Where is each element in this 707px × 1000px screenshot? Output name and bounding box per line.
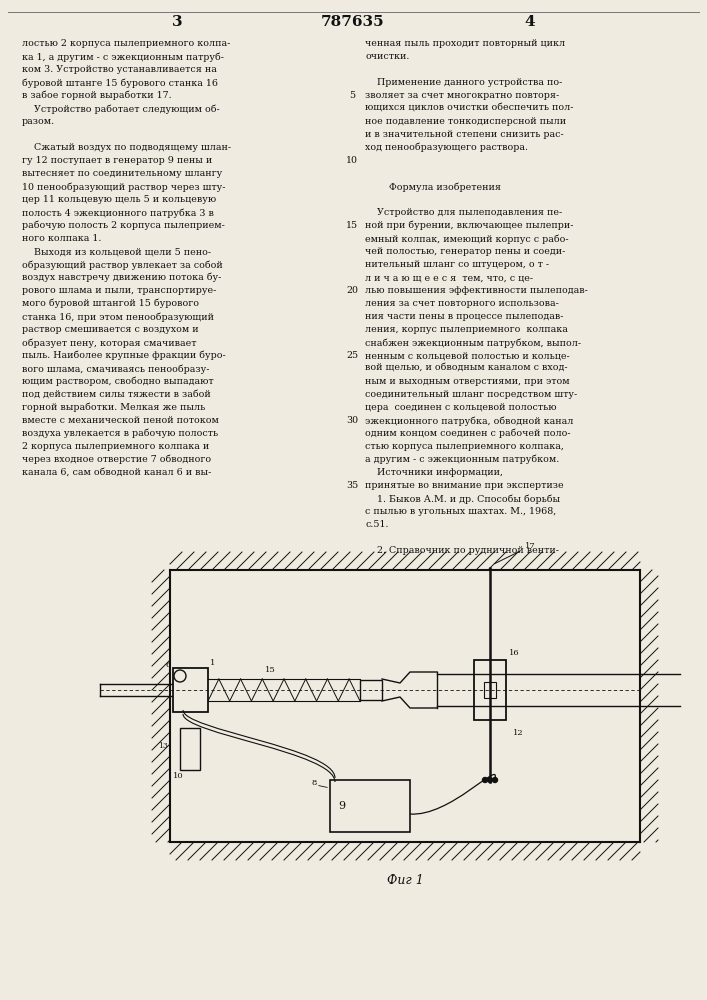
Text: очистки.: очистки. — [365, 52, 409, 61]
Text: 12: 12 — [513, 729, 523, 737]
Bar — [330, 780, 410, 832]
Text: 16: 16 — [509, 649, 520, 657]
Text: воздуха увлекается в рабочую полость: воздуха увлекается в рабочую полость — [22, 429, 218, 438]
Text: рабочую полость 2 корпуса пылеприем-: рабочую полость 2 корпуса пылеприем- — [22, 221, 225, 231]
Text: 10: 10 — [346, 156, 358, 165]
Text: 1. Быков А.М. и др. Способы борьбы: 1. Быков А.М. и др. Способы борьбы — [365, 494, 560, 504]
Text: Источники информации,: Источники информации, — [365, 468, 503, 477]
Text: 13: 13 — [158, 742, 168, 750]
Text: 1: 1 — [210, 659, 216, 667]
Text: гу 12 поступает в генератор 9 пены и: гу 12 поступает в генератор 9 пены и — [22, 156, 212, 165]
Text: в забое горной выработки 17.: в забое горной выработки 17. — [22, 91, 172, 101]
Text: нительный шланг со штуцером, о т -: нительный шланг со штуцером, о т - — [365, 260, 549, 269]
Text: раствор смешивается с воздухом и: раствор смешивается с воздухом и — [22, 325, 199, 334]
Text: разом.: разом. — [22, 117, 55, 126]
Text: образующий раствор увлекает за собой: образующий раствор увлекает за собой — [22, 260, 223, 269]
Text: цера  соединен с кольцевой полостью: цера соединен с кольцевой полостью — [365, 403, 556, 412]
Text: цер 11 кольцевую щель 5 и кольцевую: цер 11 кольцевую щель 5 и кольцевую — [22, 195, 216, 204]
Text: Применение данного устройства по-: Применение данного устройства по- — [365, 78, 562, 87]
Text: ка 1, а другим - с эжекционным патруб-: ка 1, а другим - с эжекционным патруб- — [22, 52, 224, 62]
Text: 787635: 787635 — [321, 15, 385, 29]
Text: станка 16, при этом пенообразующий: станка 16, при этом пенообразующий — [22, 312, 214, 322]
Text: горной выработки. Мелкая же пыль: горной выработки. Мелкая же пыль — [22, 403, 205, 412]
Text: 35: 35 — [346, 481, 358, 490]
Text: вытесняет по соединительному шлангу: вытесняет по соединительному шлангу — [22, 169, 222, 178]
Text: л и ч а ю щ е е с я  тем, что, с це-: л и ч а ю щ е е с я тем, что, с це- — [365, 273, 533, 282]
Text: соединительный шланг посредством шту-: соединительный шланг посредством шту- — [365, 390, 577, 399]
Text: 30: 30 — [346, 416, 358, 425]
Text: ющихся циклов очистки обеспечить пол-: ющихся циклов очистки обеспечить пол- — [365, 104, 573, 113]
Text: ющим раствором, свободно выпадают: ющим раствором, свободно выпадают — [22, 377, 214, 386]
Text: зволяет за счет многократно повторя-: зволяет за счет многократно повторя- — [365, 91, 559, 100]
Text: вой щелью, и обводным каналом с вход-: вой щелью, и обводным каналом с вход- — [365, 364, 568, 373]
Text: 4: 4 — [525, 15, 535, 29]
Text: ченная пыль проходит повторный цикл: ченная пыль проходит повторный цикл — [365, 39, 565, 48]
Text: ной при бурении, включающее пылепри-: ной при бурении, включающее пылепри- — [365, 221, 573, 231]
Text: ления, корпус пылеприемного  колпака: ления, корпус пылеприемного колпака — [365, 325, 568, 334]
Text: 15: 15 — [346, 221, 358, 230]
Bar — [484, 682, 496, 698]
Text: 6: 6 — [166, 661, 171, 669]
Text: Устройство работает следующим об-: Устройство работает следующим об- — [22, 104, 220, 113]
Text: ния части пены в процессе пылеподав-: ния части пены в процессе пылеподав- — [365, 312, 563, 321]
Text: чей полостью, генератор пены и соеди-: чей полостью, генератор пены и соеди- — [365, 247, 566, 256]
Text: ления за счет повторного использова-: ления за счет повторного использова- — [365, 299, 559, 308]
Text: ком 3. Устройство устанавливается на: ком 3. Устройство устанавливается на — [22, 65, 217, 74]
Text: снабжен эжекционным патрубком, выпол-: снабжен эжекционным патрубком, выпол- — [365, 338, 581, 348]
Text: буровой штанге 15 бурового станка 16: буровой штанге 15 бурового станка 16 — [22, 78, 218, 88]
Text: вого шлама, смачиваясь пенообразу-: вого шлама, смачиваясь пенообразу- — [22, 364, 209, 373]
Text: а другим - с эжекционным патрубком.: а другим - с эжекционным патрубком. — [365, 455, 559, 464]
Text: ным и выходным отверстиями, при этом: ным и выходным отверстиями, при этом — [365, 377, 570, 386]
Text: под действием силы тяжести в забой: под действием силы тяжести в забой — [22, 390, 211, 399]
Text: пыль. Наиболее крупные фракции буро-: пыль. Наиболее крупные фракции буро- — [22, 351, 226, 360]
Text: 8: 8 — [312, 779, 317, 787]
Text: канала 6, сам обводной канал 6 и вы-: канала 6, сам обводной канал 6 и вы- — [22, 468, 211, 477]
Text: вместе с механической пеной потоком: вместе с механической пеной потоком — [22, 416, 219, 425]
Text: образует пену, которая смачивает: образует пену, которая смачивает — [22, 338, 197, 348]
Text: 2. Справочник по рудничной венти-: 2. Справочник по рудничной венти- — [365, 546, 559, 555]
Text: 10 пенообразующий раствор через шту-: 10 пенообразующий раствор через шту- — [22, 182, 226, 192]
Text: эжекционного патрубка, обводной канал: эжекционного патрубка, обводной канал — [365, 416, 573, 426]
Text: рового шлама и пыли, транспортируе-: рового шлама и пыли, транспортируе- — [22, 286, 216, 295]
Text: 10: 10 — [173, 772, 183, 780]
Text: ненным с кольцевой полостью и кольце-: ненным с кольцевой полостью и кольце- — [365, 351, 570, 360]
Circle shape — [493, 778, 498, 782]
Text: Формула изобретения: Формула изобретения — [365, 182, 501, 192]
Text: 20: 20 — [346, 286, 358, 295]
Text: Фиг 1: Фиг 1 — [387, 874, 423, 886]
Text: Выходя из кольцевой щели 5 пено-: Выходя из кольцевой щели 5 пено- — [22, 247, 211, 256]
Text: принятые во внимание при экспертизе: принятые во внимание при экспертизе — [365, 481, 563, 490]
Text: через входное отверстие 7 обводного: через входное отверстие 7 обводного — [22, 455, 211, 464]
Bar — [173, 668, 208, 712]
Bar — [360, 680, 382, 700]
Text: 25: 25 — [346, 351, 358, 360]
Text: 9: 9 — [338, 801, 345, 811]
Text: емный колпак, имеющий корпус с рабо-: емный колпак, имеющий корпус с рабо- — [365, 234, 568, 243]
Text: ное подавление тонкодисперсной пыли: ное подавление тонкодисперсной пыли — [365, 117, 566, 126]
Text: ход пенообразующего раствора.: ход пенообразующего раствора. — [365, 143, 528, 152]
Text: 5: 5 — [349, 91, 355, 100]
Bar — [474, 660, 506, 720]
Text: лью повышения эффективности пылеподав-: лью повышения эффективности пылеподав- — [365, 286, 588, 295]
Text: с пылью в угольных шахтах. М., 1968,: с пылью в угольных шахтах. М., 1968, — [365, 507, 556, 516]
Text: 2 корпуса пылеприемного колпака и: 2 корпуса пылеприемного колпака и — [22, 442, 209, 451]
Text: ного колпака 1.: ного колпака 1. — [22, 234, 101, 243]
Text: лостью 2 корпуса пылеприемного колпа-: лостью 2 корпуса пылеприемного колпа- — [22, 39, 230, 48]
Text: Сжатый воздух по подводящему шлан-: Сжатый воздух по подводящему шлан- — [22, 143, 231, 152]
Text: Устройство для пылеподавления пе-: Устройство для пылеподавления пе- — [365, 208, 562, 217]
Bar — [180, 728, 200, 770]
Text: с.51.: с.51. — [365, 520, 389, 529]
Text: одним концом соединен с рабочей поло-: одним концом соединен с рабочей поло- — [365, 429, 571, 438]
Text: 3: 3 — [172, 15, 182, 29]
Text: 15: 15 — [264, 666, 275, 674]
Text: стью корпуса пылеприемного колпака,: стью корпуса пылеприемного колпака, — [365, 442, 564, 451]
Text: воздух навстречу движению потока бу-: воздух навстречу движению потока бу- — [22, 273, 221, 282]
Text: полость 4 эжекционного патрубка 3 в: полость 4 эжекционного патрубка 3 в — [22, 208, 214, 218]
Circle shape — [482, 778, 488, 782]
Text: мого буровой штангой 15 бурового: мого буровой штангой 15 бурового — [22, 299, 199, 308]
Circle shape — [488, 778, 493, 782]
Text: 17: 17 — [494, 542, 536, 564]
Text: и в значительной степени снизить рас-: и в значительной степени снизить рас- — [365, 130, 563, 139]
